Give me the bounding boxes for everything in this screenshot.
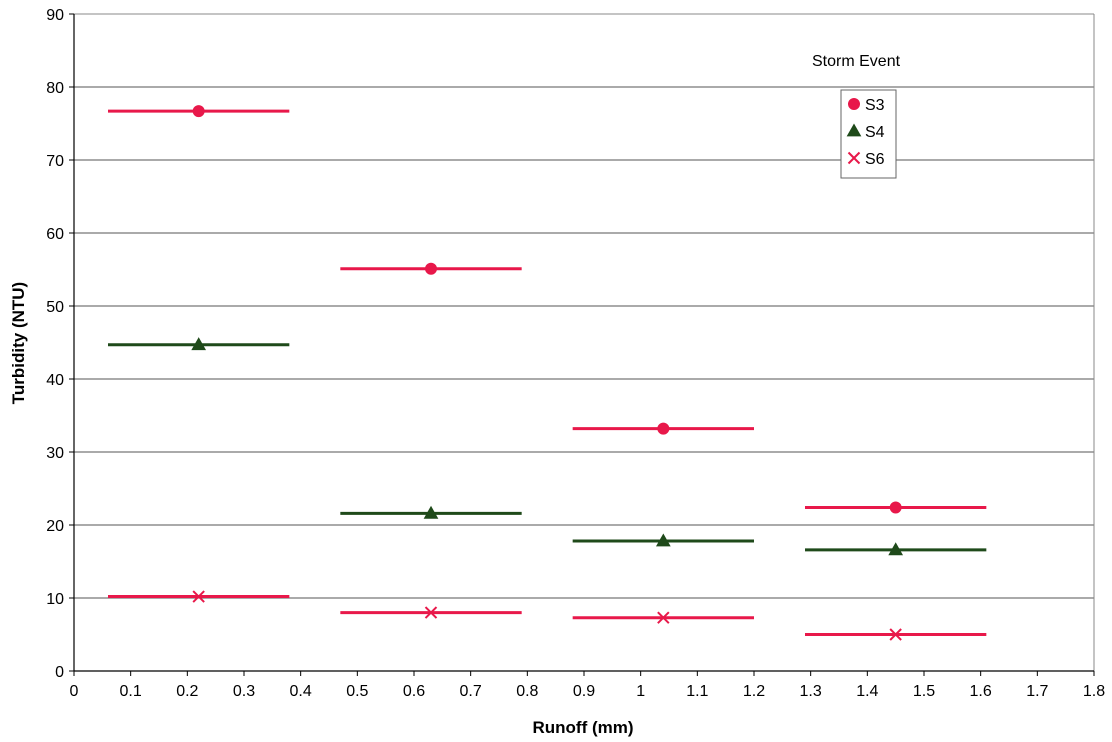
series-S6 xyxy=(108,590,987,641)
point-S6-3-stroke-b xyxy=(889,628,902,641)
point-S4-0 xyxy=(191,337,207,351)
y-tick-label-90: 90 xyxy=(46,7,64,24)
y-tick-label-30: 30 xyxy=(46,445,64,462)
point-S3-1 xyxy=(425,262,437,275)
point-S6-2-stroke-b xyxy=(657,611,670,624)
x-axis-title: Runoff (mm) xyxy=(532,718,633,737)
x-tick-label-1.2: 1.2 xyxy=(743,683,765,700)
series-S4 xyxy=(108,337,987,556)
y-tick-label-70: 70 xyxy=(46,153,64,170)
x-tick-label-1.3: 1.3 xyxy=(800,683,822,700)
point-S6-3 xyxy=(889,628,902,641)
point-S6-0-stroke-b xyxy=(192,590,205,603)
point-S6-1 xyxy=(424,606,438,619)
x-tick-label-0.7: 0.7 xyxy=(460,683,482,700)
y-axis-title: Turbidity (NTU) xyxy=(9,282,28,404)
x-tick-label-1.1: 1.1 xyxy=(686,683,708,700)
point-S6-1-stroke-b xyxy=(424,606,438,619)
x-tick-label-1.6: 1.6 xyxy=(970,683,992,700)
point-S3-0 xyxy=(192,105,205,118)
axis-layer: 0 10 20 30 40 50 60 70 80 90 0 0.1 0.2 0.3 0.4 0.5 0.6 0.… xyxy=(46,7,1105,700)
y-tick-label-0: 0 xyxy=(55,664,64,681)
x-tick-label-0.1: 0.1 xyxy=(120,683,142,700)
point-S6-0 xyxy=(192,590,205,603)
point-S3-2 xyxy=(657,422,670,435)
x-tick-label-1.8: 1.8 xyxy=(1083,683,1105,700)
legend-label-S4: S4 xyxy=(865,124,885,141)
grid-layer xyxy=(74,86,1094,599)
series-S3 xyxy=(108,105,987,514)
point-S4-2 xyxy=(655,533,671,547)
legend-marker-S3 xyxy=(848,98,860,110)
legend-marker-S6-stroke-b xyxy=(847,151,861,165)
y-tick-label-20: 20 xyxy=(46,518,64,535)
legend-label-S6: S6 xyxy=(865,151,885,168)
y-tick-label-80: 80 xyxy=(46,80,64,97)
point-S3-3 xyxy=(889,501,902,514)
point-S4-1 xyxy=(423,505,439,519)
x-tick-label-0.8: 0.8 xyxy=(516,683,538,700)
x-tick-label-1: 1 xyxy=(636,683,645,700)
x-tick-label-0.3: 0.3 xyxy=(233,683,255,700)
x-tick-label-0.2: 0.2 xyxy=(176,683,198,700)
legend-marker-S6 xyxy=(847,151,861,165)
y-tick-label-60: 60 xyxy=(46,226,64,243)
legend-title: Storm Event xyxy=(812,53,901,70)
x-tick-label-1.4: 1.4 xyxy=(856,683,878,700)
y-tick-label-10: 10 xyxy=(46,591,64,608)
legend-label-S3: S3 xyxy=(865,97,885,114)
x-tick-label-0.5: 0.5 xyxy=(346,683,368,700)
x-tick-label-0.4: 0.4 xyxy=(290,683,312,700)
series-layer xyxy=(108,105,987,641)
y-tick-label-40: 40 xyxy=(46,372,64,389)
x-tick-label-1.5: 1.5 xyxy=(913,683,935,700)
legend: Storm Event S3 S4 S6 xyxy=(812,53,901,179)
x-tick-label-0: 0 xyxy=(70,683,79,700)
legend-marker-S4 xyxy=(846,123,862,137)
x-tick-label-0.6: 0.6 xyxy=(403,683,425,700)
x-tick-label-0.9: 0.9 xyxy=(573,683,595,700)
x-tick-label-1.7: 1.7 xyxy=(1026,683,1048,700)
y-tick-label-50: 50 xyxy=(46,299,64,316)
point-S4-3 xyxy=(888,542,904,556)
point-S6-2 xyxy=(657,611,670,624)
